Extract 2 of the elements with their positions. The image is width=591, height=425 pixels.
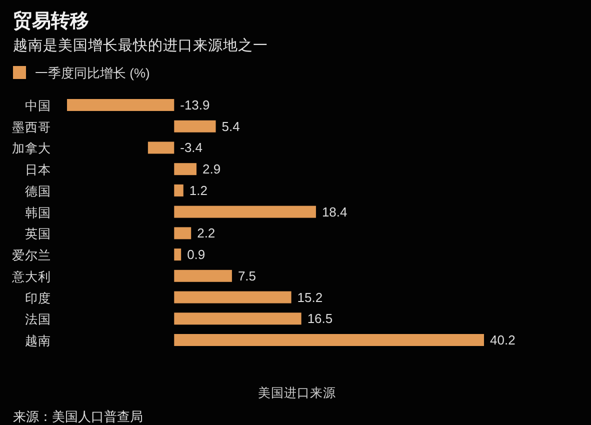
- subtitle: 越南是美国增长最快的进口来源地之一: [13, 38, 268, 54]
- title: 贸易转移: [13, 11, 89, 32]
